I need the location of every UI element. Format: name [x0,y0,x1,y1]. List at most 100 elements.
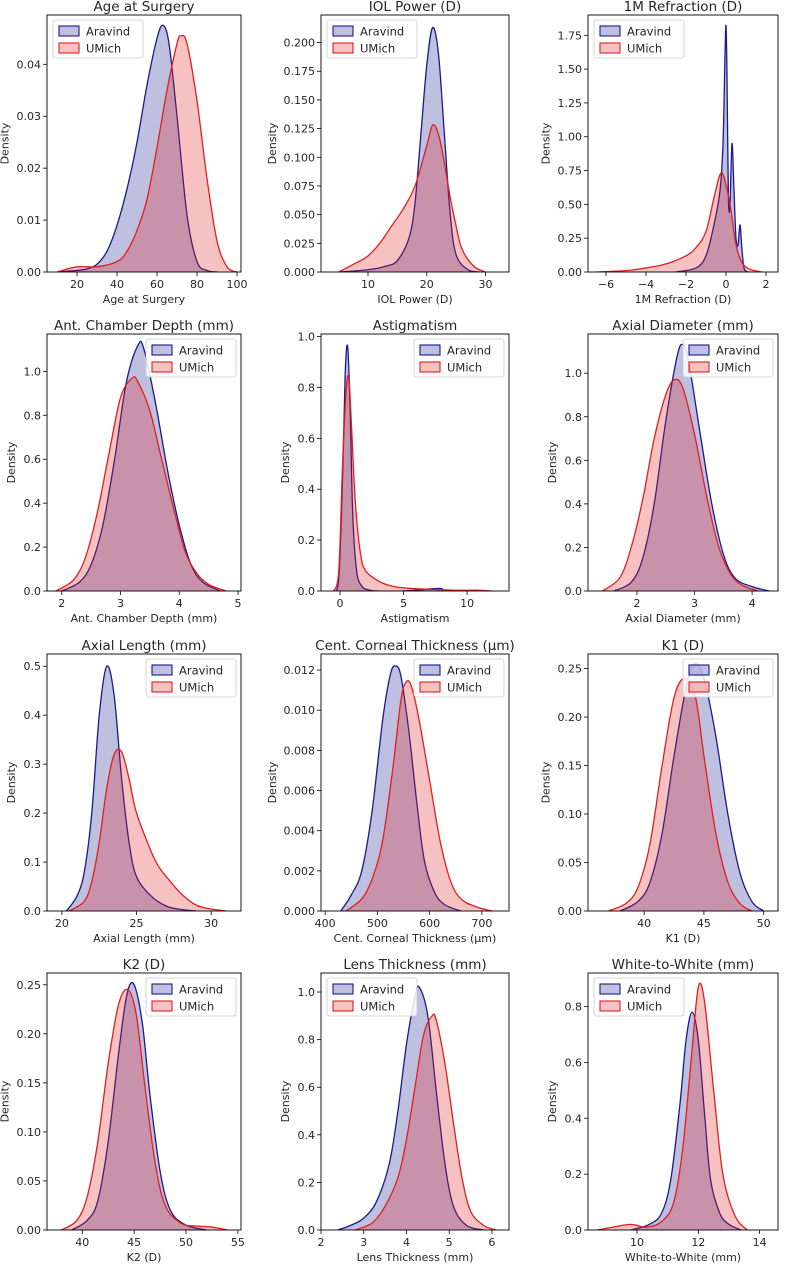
x-tick-label: −2 [678,278,694,291]
x-tick-label: 45 [697,917,711,930]
y-tick-label: 0.000 [284,266,316,279]
plot-frame [587,653,779,912]
density-area-umich [333,375,493,591]
legend-swatch-umich [688,361,710,373]
y-tick-label: 0.6 [565,454,583,467]
x-tick-label: 55 [231,1236,245,1249]
density-area-aravind [66,665,197,911]
legend: Aravind UMich [682,338,774,378]
legend-label-umich: UMich [179,1000,214,1014]
y-tick-label: 0.6 [298,432,316,445]
legend-swatch-aravind [151,983,173,995]
density-area-umich [61,989,228,1230]
x-tick-label: 3 [360,1236,367,1249]
x-tick-label: 10 [460,597,474,610]
y-tick-label: 0.25 [17,979,42,992]
density-line-umich [345,680,493,911]
plot-area [340,665,493,911]
y-axis-label: Density [546,1080,559,1122]
legend-label-umich: UMich [627,1000,662,1014]
plot-area [337,985,497,1230]
x-tick-label: 5 [235,597,242,610]
chart-title: Age at Surgery [93,0,194,15]
density-line-umich [56,34,238,272]
x-tick-label: 20 [55,917,69,930]
chart-title: Astigmatism [373,318,458,334]
y-tick-label: 0.025 [284,237,316,250]
y-tick-label: 0.4 [24,709,42,722]
y-axis-label: Density [0,122,12,164]
y-tick-label: 1.0 [565,367,583,380]
legend-label-umich: UMich [447,681,482,695]
y-tick-label: 0.20 [558,711,583,724]
x-axis-label: K2 (D) [127,1251,162,1264]
y-tick-label: 0.01 [17,214,42,227]
legend: Aravind UMich [413,658,505,698]
x-tick-label: 45 [127,1236,141,1249]
x-tick-label: 12 [691,1236,705,1249]
chart-cent-corneal-thickness-m: 400 500 600 700 0.000 0.002 0.004 0.006 0.008 0.0… [266,638,515,945]
legend-label-aravind: Aravind [447,344,491,358]
legend-box [593,19,685,59]
plot-area [55,340,227,591]
legend-swatch-aravind [332,25,354,37]
x-axis-label: Age at Surgery [103,293,186,306]
y-axis-label: Density [279,441,292,483]
y-tick-label: 0.5 [24,660,42,673]
y-tick-label: 0.075 [284,180,316,193]
x-tick-label: 100 [227,278,248,291]
legend-swatch-aravind [151,664,173,676]
x-tick-label: 80 [190,278,204,291]
legend: Aravind UMich [326,977,418,1017]
density-area-umich [69,749,227,911]
y-tick-label: 1.0 [298,331,316,344]
chart-k1-d: 40 45 50 0.00 0.05 0.10 0.15 0.20 0.25 K1 (D) K1 (… [540,638,779,945]
legend-box [326,977,418,1017]
legend: Aravind UMich [145,977,237,1017]
y-tick-label: 0.10 [558,808,583,821]
legend-swatch-aravind [58,25,80,37]
legend-box [682,658,774,698]
y-tick-label: 0.4 [24,497,42,510]
legend-label-umich: UMich [179,681,214,695]
legend-swatch-umich [332,1000,354,1012]
x-tick-label: 50 [179,1236,193,1249]
legend-swatch-umich [151,681,173,693]
y-tick-label: 0.2 [565,1168,583,1181]
legend-box [145,977,237,1017]
x-tick-label: 0 [723,278,730,291]
y-tick-label: 0.03 [17,110,42,123]
y-tick-label: 0.200 [284,37,316,50]
x-tick-label: 40 [110,278,124,291]
legend-label-aravind: Aravind [179,344,223,358]
y-tick-label: 1.00 [558,131,583,144]
legend: Aravind UMich [145,658,237,698]
chart-title: Axial Diameter (mm) [612,318,753,334]
plot-frame [320,972,510,1231]
y-tick-label: 0.0 [565,585,583,598]
density-area-aravind [338,27,480,272]
plot-frame [46,653,242,912]
y-tick-label: 0.1 [24,856,42,869]
chart-axial-length-mm: 20 25 30 0.0 0.1 0.2 0.3 0.4 0.5 Axial Length (mm… [5,638,242,945]
density-line-umich [595,172,763,272]
legend: Aravind UMich [682,658,774,698]
plot-frame [320,14,510,273]
chart-title: 1M Refraction (D) [624,0,743,15]
x-tick-label: 40 [637,917,651,930]
legend-swatch-umich [419,361,441,373]
x-tick-label: 2 [763,278,770,291]
density-line-aravind [630,1011,742,1230]
y-tick-label: 0.2 [24,807,42,820]
legend-label-umich: UMich [716,361,751,375]
y-tick-label: 0.04 [17,58,42,71]
density-line-umich [69,748,227,911]
plot-area [338,26,486,272]
x-axis-label: Cent. Corneal Thickness (µm) [334,932,497,945]
y-tick-label: 0.25 [558,232,583,245]
density-line-umich [597,982,748,1230]
y-tick-label: 0.8 [298,1034,316,1047]
density-area-umich [596,172,762,272]
y-tick-label: 0.125 [284,123,316,136]
